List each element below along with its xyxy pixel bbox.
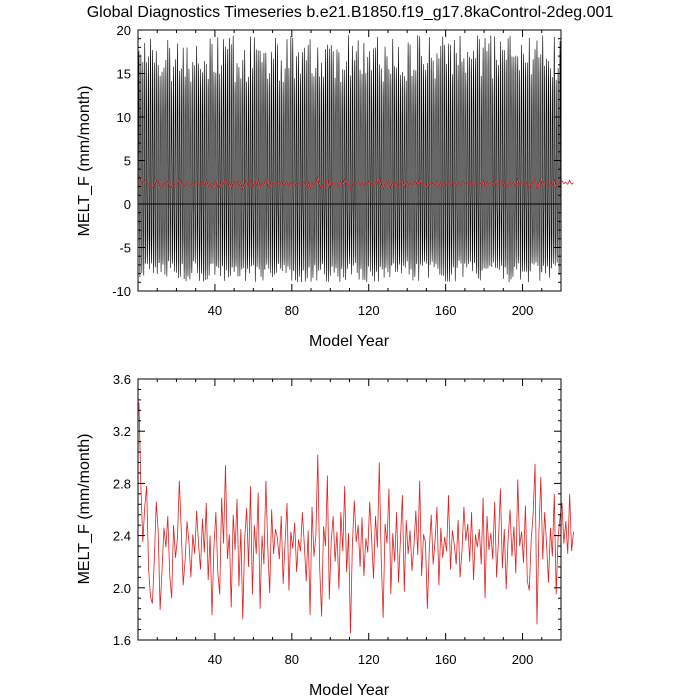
bottom-x-ticks: 40 80 120 160 200 [156, 379, 543, 667]
top-x-ticks: 40 80 120 160 200 [156, 30, 543, 318]
bottom-x-tick-label: 160 [435, 652, 457, 667]
bottom-x-axis-label: Model Year [309, 682, 390, 699]
top-x-tick-label: 200 [512, 303, 534, 318]
top-y-tick-label: 20 [117, 23, 131, 38]
top-x-tick-label: 40 [208, 303, 222, 318]
top-y-tick-label: -5 [119, 241, 131, 256]
bottom-y-tick-label: 2.8 [113, 476, 131, 491]
top-x-tick-label: 160 [435, 303, 457, 318]
top-y-axis-label: MELT_F (mm/month) [76, 86, 93, 237]
chart-title: Global Diagnostics Timeseries b.e21.B185… [87, 4, 614, 21]
top-series-annual-mean-line [138, 174, 574, 192]
bottom-x-tick-label: 200 [512, 652, 534, 667]
top-plot-area [137, 35, 574, 283]
bottom-y-tick-label: 1.6 [113, 633, 131, 648]
panel-top: -10 -5 0 5 10 15 20 40 80 120 160 200 MELT_F (mm/m… [76, 23, 574, 350]
bottom-y-tick-label: 2.4 [113, 529, 131, 544]
bottom-y-axis-label: MELT_F (mm/month) [76, 434, 93, 585]
bottom-x-tick-label: 120 [358, 652, 380, 667]
top-y-tick-label: 0 [124, 197, 131, 212]
top-y-tick-label: 15 [117, 67, 131, 82]
bottom-y-tick-label: 2.0 [113, 581, 131, 596]
bottom-plot-area [138, 402, 574, 634]
top-x-tick-label: 80 [285, 303, 299, 318]
bottom-x-tick-label: 40 [208, 652, 222, 667]
bottom-y-tick-label: 3.6 [113, 372, 131, 387]
top-x-axis-label: Model Year [309, 333, 390, 350]
bottom-y-ticks: 1.6 2.0 2.4 2.8 3.2 3.6 [113, 372, 561, 648]
top-y-tick-label: 5 [124, 154, 131, 169]
top-series-monthly-line [137, 35, 562, 283]
top-x-tick-label: 120 [358, 303, 380, 318]
top-y-tick-label: 10 [117, 110, 131, 125]
bottom-y-tick-label: 3.2 [113, 424, 131, 439]
bottom-series-annual-mean-line [138, 402, 574, 634]
top-y-tick-label: -10 [112, 284, 131, 299]
top-y-ticks: -10 -5 0 5 10 15 20 [112, 23, 561, 299]
panel-bottom: 1.6 2.0 2.4 2.8 3.2 3.6 40 80 120 160 200 MELT_F … [76, 372, 574, 699]
bottom-x-tick-label: 80 [285, 652, 299, 667]
